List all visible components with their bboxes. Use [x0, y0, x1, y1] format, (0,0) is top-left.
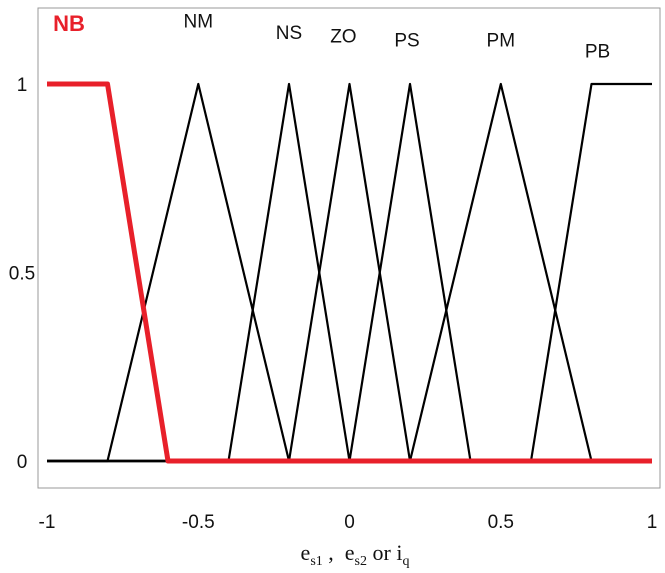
series-layer: [47, 81, 652, 464]
x-tick-label: 0.5: [488, 512, 514, 533]
x-tick-label: 0: [344, 512, 355, 533]
y-tick-label: 0.5: [9, 264, 35, 285]
y-tick-label: 1: [17, 75, 28, 96]
y-tick-layer: 00.51: [9, 75, 35, 473]
series-line-nb: [47, 81, 652, 464]
mf-label-ps: PS: [394, 30, 419, 51]
x-tick-label: -1: [39, 512, 56, 533]
mf-label-layer: NB NM NS ZO PS PM PB: [53, 11, 610, 62]
mf-label-ns: NS: [276, 23, 302, 44]
mf-label-pm: PM: [487, 30, 516, 51]
x-tick-layer: -1 -0.5 0 0.5 1: [39, 512, 658, 533]
x-axis-label: es1 , es2 or iq: [301, 540, 410, 569]
x-tick-label: 1: [647, 512, 658, 533]
mf-label-nb: NB: [53, 11, 85, 36]
mf-label-nm: NM: [184, 12, 214, 33]
plot-frame: [37, 7, 661, 489]
mf-label-pb: PB: [585, 42, 610, 63]
mf-label-zo: ZO: [330, 27, 356, 48]
x-tick-label: -0.5: [182, 512, 215, 533]
y-tick-label: 0: [17, 452, 28, 473]
